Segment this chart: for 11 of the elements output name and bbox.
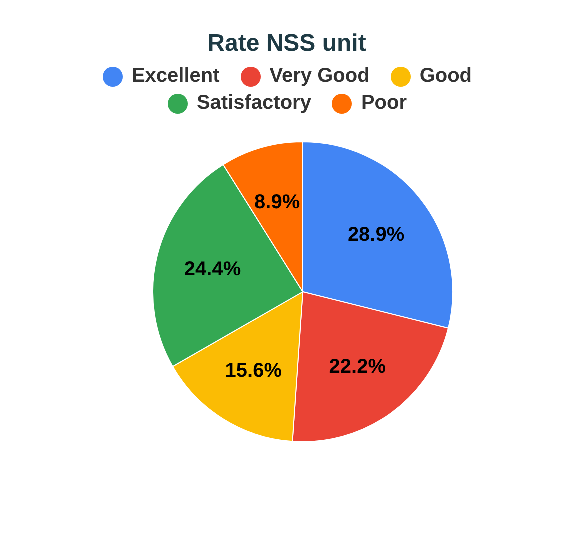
data-label: 8.9% <box>254 192 300 214</box>
data-label: 22.2% <box>329 356 386 378</box>
data-label: 28.9% <box>348 224 405 246</box>
legend-label: Poor <box>360 92 408 115</box>
legend-label: Very Good <box>268 65 370 88</box>
data-label: 24.4% <box>184 258 242 280</box>
legend-label: Good <box>418 65 472 88</box>
data-label: 15.6% <box>225 360 282 382</box>
chart-title: Rate NSS unit <box>206 29 368 58</box>
legend-label: Excellent <box>130 65 220 88</box>
legend-label: Satisfactory <box>196 92 312 115</box>
